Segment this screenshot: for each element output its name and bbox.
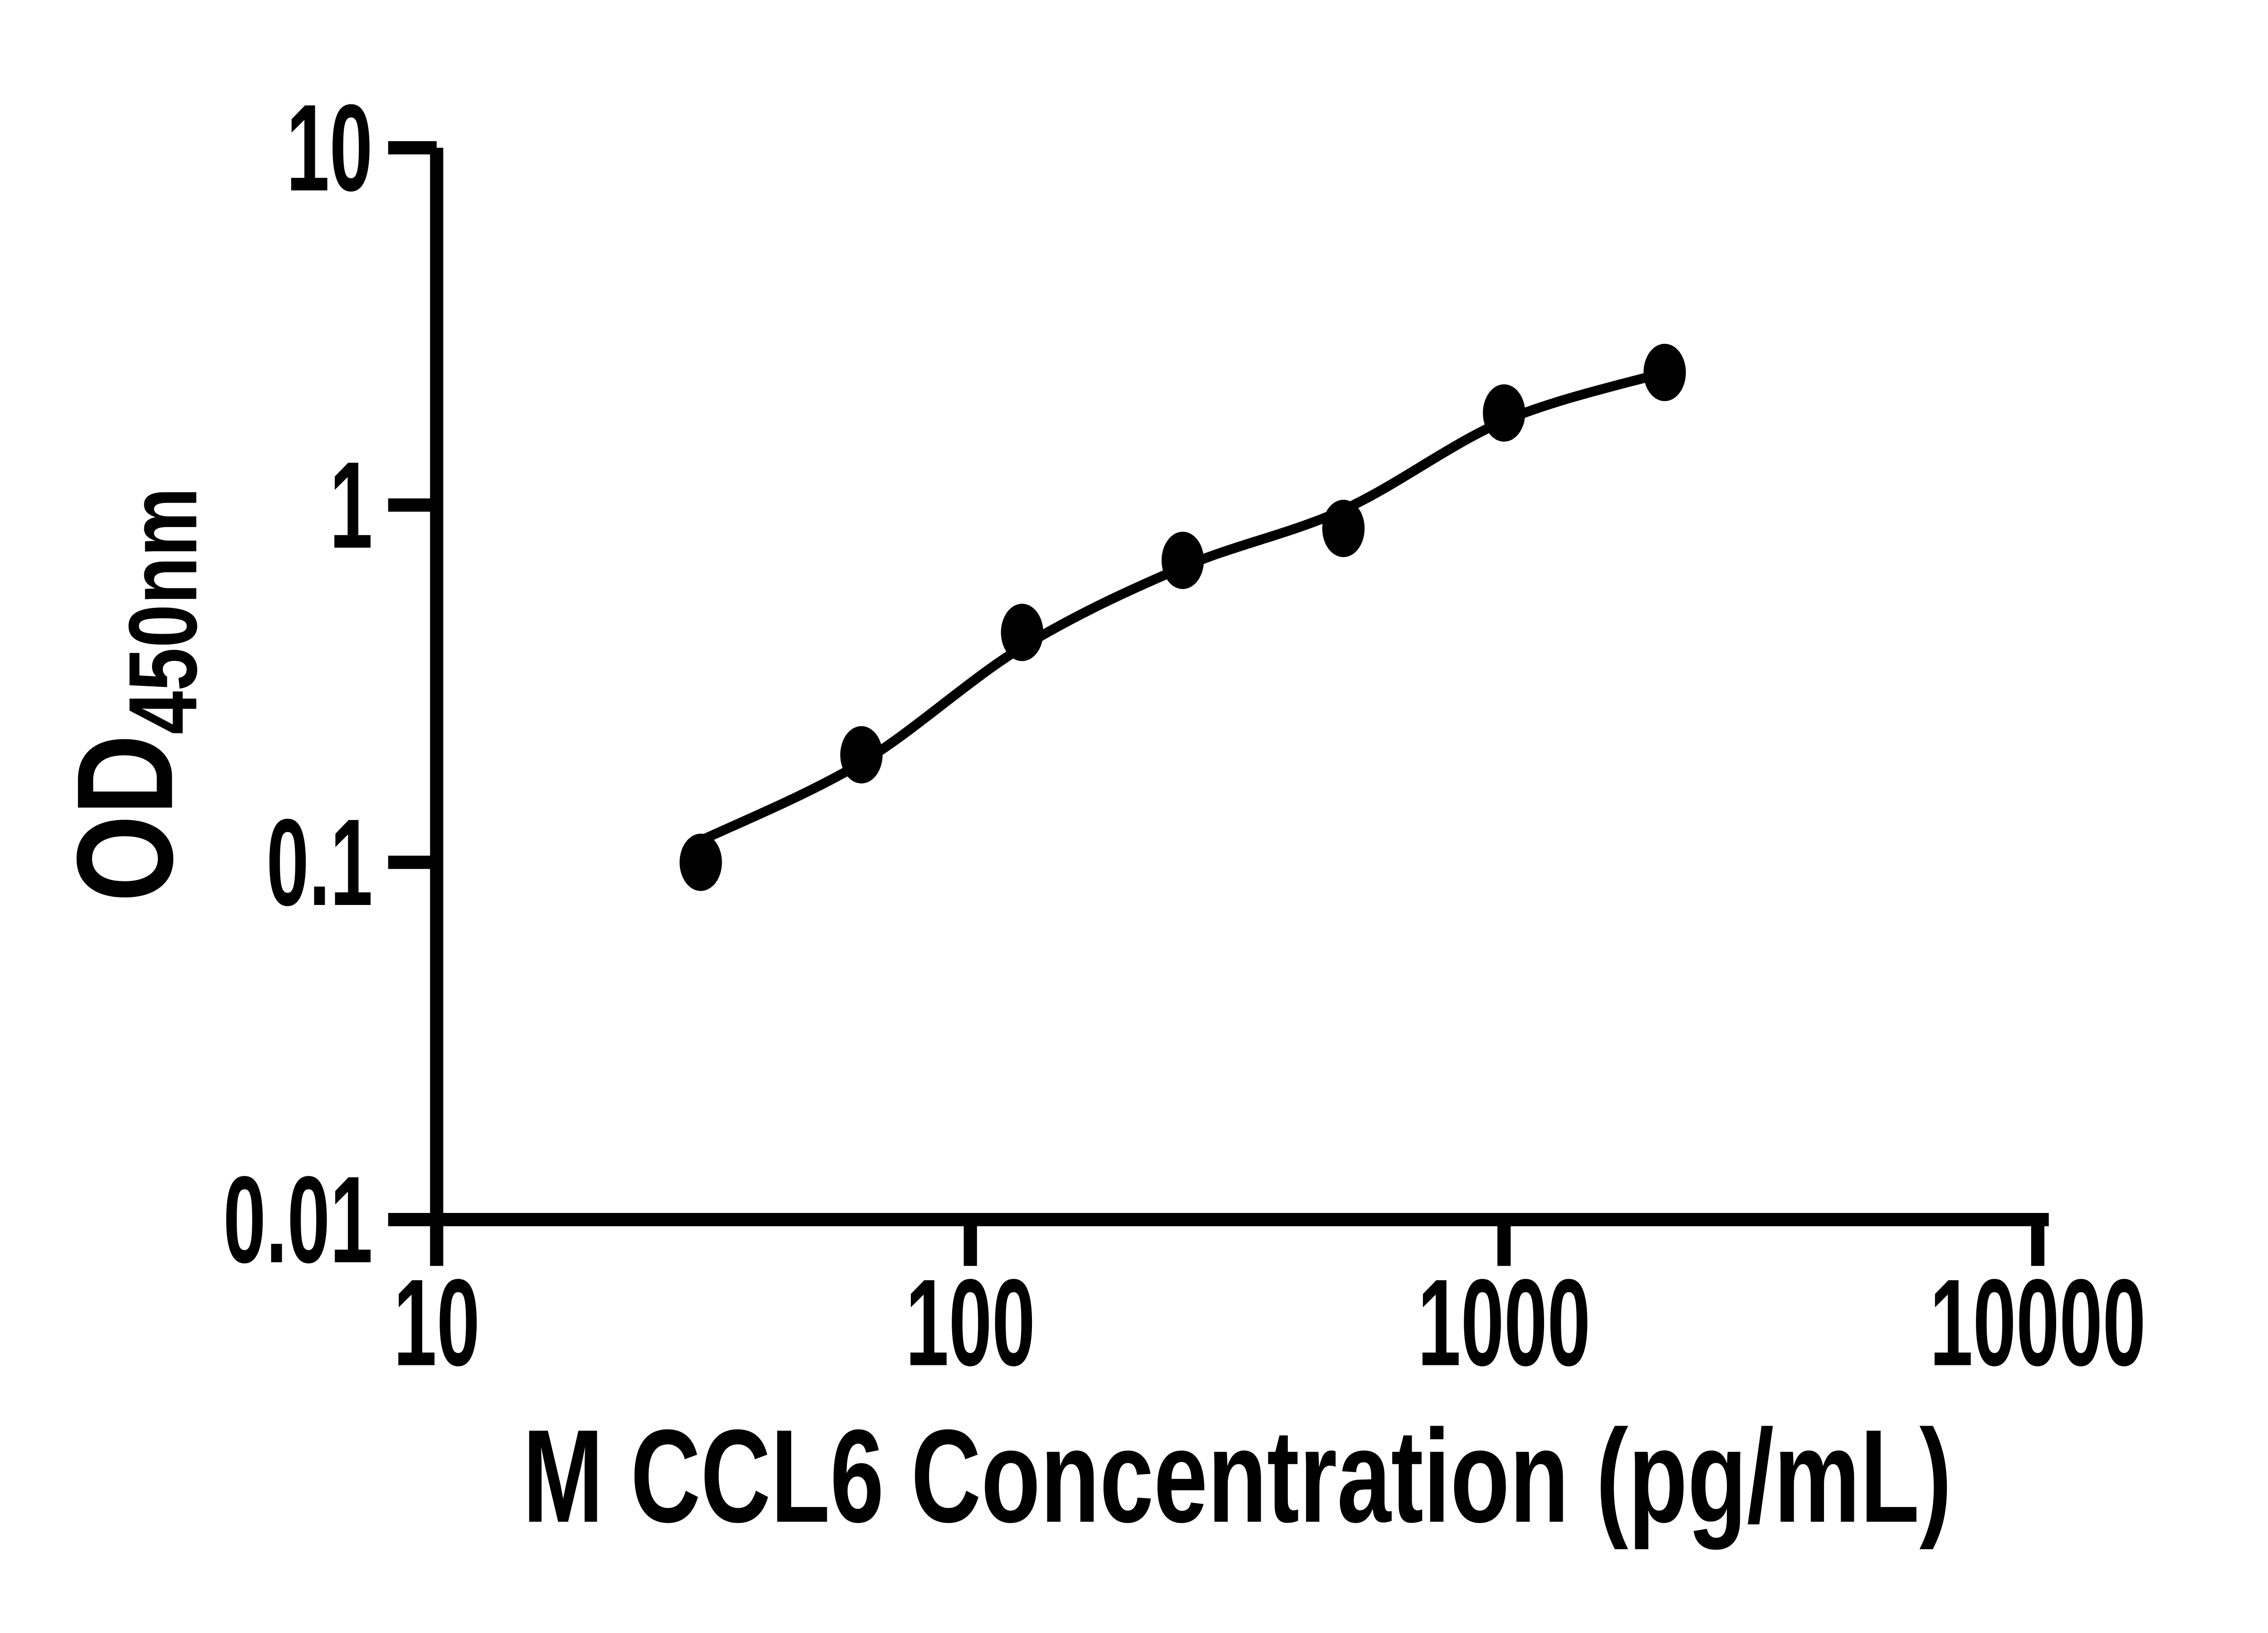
data-point (1643, 343, 1686, 401)
data-point (679, 833, 722, 891)
data-point (1322, 499, 1365, 557)
data-point (840, 726, 883, 784)
data-point (1483, 384, 1525, 442)
y-axis-title: OD450nm (48, 487, 217, 902)
data-point (1161, 532, 1204, 589)
figure-background (0, 0, 2268, 1588)
x-axis-title: M CCL6 Concentration (pg/mL) (523, 1402, 1952, 1551)
axes-group (388, 141, 2049, 1266)
y-ticks-group (388, 141, 437, 1227)
elisa-standard-curve-figure: 10 100 1000 10000 10 1 0.1 0.01 M CCL6 Concent… (0, 0, 2268, 1588)
x-tick-label: 1000 (1418, 1254, 1590, 1392)
y-axis-title-subscript: 450nm (109, 487, 217, 734)
y-tick-label: 0.01 (223, 1151, 373, 1289)
y-axis-title-main: OD (48, 734, 201, 902)
data-points-group (679, 343, 1686, 891)
y-tick-labels-group: 10 1 0.1 0.01 (223, 79, 373, 1289)
chart-canvas: 10 100 1000 10000 10 1 0.1 0.01 M CCL6 Concent… (0, 0, 2268, 1588)
y-tick-label: 10 (286, 79, 373, 217)
y-tick-label: 1 (329, 436, 372, 574)
x-ticks-group (430, 1219, 2044, 1266)
x-tick-label: 10 (393, 1254, 480, 1392)
data-point (1001, 603, 1043, 661)
x-tick-label: 10000 (1930, 1254, 2146, 1392)
y-tick-label: 0.1 (266, 793, 372, 931)
x-tick-labels-group: 10 100 1000 10000 (393, 1254, 2146, 1392)
x-tick-label: 100 (905, 1254, 1035, 1392)
